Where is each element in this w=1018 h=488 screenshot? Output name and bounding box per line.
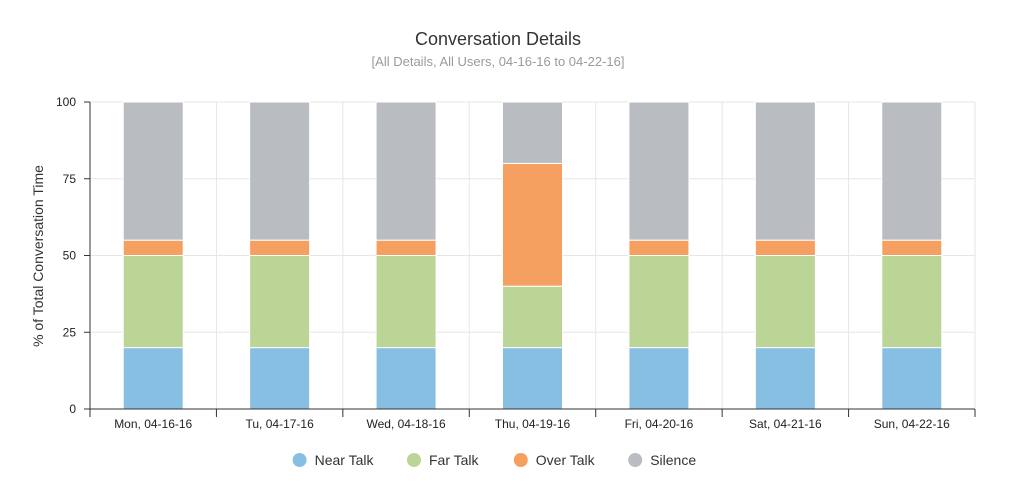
bar-segment-silence[interactable] xyxy=(502,101,563,164)
bar-segment-near-talk[interactable] xyxy=(754,347,816,410)
chart-subtitle: [All Details, All Users, 04-16-16 to 04-… xyxy=(372,54,625,69)
bar-segment-far-talk[interactable] xyxy=(628,255,690,349)
bar-segment-silence[interactable] xyxy=(122,101,184,241)
x-tick-label: Fri, 04-20-16 xyxy=(625,417,694,431)
tick-labels: 0 25 50 75 100 Mon, 04-16-16 Tu, 04-17-16 Wed, … xyxy=(56,95,950,431)
bar-segment-over-talk[interactable] xyxy=(122,239,184,256)
bar-segment-over-talk[interactable] xyxy=(249,239,311,256)
legend-item-over-talk[interactable]: Over Talk xyxy=(513,452,596,468)
bar-segment-far-talk[interactable] xyxy=(881,255,943,349)
bar-segment-near-talk[interactable] xyxy=(502,347,563,410)
y-tick-label: 0 xyxy=(69,402,76,416)
legend-label: Near Talk xyxy=(315,452,375,468)
x-tick-label: Sun, 04-22-16 xyxy=(874,417,950,431)
x-tick-label: Tu, 04-17-16 xyxy=(246,417,315,431)
bar-segment-silence[interactable] xyxy=(249,101,311,241)
legend-label: Silence xyxy=(650,452,696,468)
legend-swatch xyxy=(628,453,643,467)
legend-item-near-talk[interactable]: Near Talk xyxy=(292,452,375,468)
legend-label: Over Talk xyxy=(536,452,596,468)
bar-segment-over-talk[interactable] xyxy=(375,239,437,256)
bar-segment-near-talk[interactable] xyxy=(375,347,437,410)
y-tick-label: 50 xyxy=(63,249,77,263)
bar-segment-far-talk[interactable] xyxy=(375,255,437,349)
axes xyxy=(84,101,976,417)
bar-segment-over-talk[interactable] xyxy=(502,162,563,287)
legend-item-silence[interactable]: Silence xyxy=(628,452,696,468)
y-tick-label: 25 xyxy=(63,325,77,339)
chart-title: Conversation Details xyxy=(415,29,581,49)
x-tick-label: Thu, 04-19-16 xyxy=(495,417,571,431)
bar-segment-far-talk[interactable] xyxy=(502,285,563,349)
x-tick-label: Wed, 04-18-16 xyxy=(366,417,445,431)
legend-swatch xyxy=(513,453,528,467)
bar-segment-near-talk[interactable] xyxy=(628,347,690,410)
y-tick-label: 100 xyxy=(56,95,76,109)
bar-segment-silence[interactable] xyxy=(754,101,816,241)
legend-swatch xyxy=(407,453,421,467)
y-axis-title: % of Total Conversation Time xyxy=(30,165,46,347)
bar-segment-over-talk[interactable] xyxy=(754,239,816,256)
bar-segment-near-talk[interactable] xyxy=(249,347,311,410)
bar-segment-over-talk[interactable] xyxy=(881,239,943,256)
bar-segment-far-talk[interactable] xyxy=(122,255,184,349)
x-tick-label: Sat, 04-21-16 xyxy=(749,417,822,431)
bars xyxy=(122,101,943,410)
legend-label: Far Talk xyxy=(429,452,480,468)
y-tick-label: 75 xyxy=(63,172,77,186)
bar-segment-far-talk[interactable] xyxy=(754,255,816,349)
bar-segment-near-talk[interactable] xyxy=(881,347,943,410)
legend-item-far-talk[interactable]: Far Talk xyxy=(407,452,480,468)
legend: Near Talk Far Talk Over Talk Silence xyxy=(292,452,696,468)
bar-segment-silence[interactable] xyxy=(628,101,690,241)
bar-segment-far-talk[interactable] xyxy=(249,255,311,349)
bar-segment-over-talk[interactable] xyxy=(628,239,690,256)
legend-swatch xyxy=(292,453,307,467)
bar-segment-near-talk[interactable] xyxy=(122,347,184,410)
bar-segment-silence[interactable] xyxy=(375,101,437,241)
x-tick-label: Mon, 04-16-16 xyxy=(114,417,192,431)
bar-segment-silence[interactable] xyxy=(881,101,943,241)
